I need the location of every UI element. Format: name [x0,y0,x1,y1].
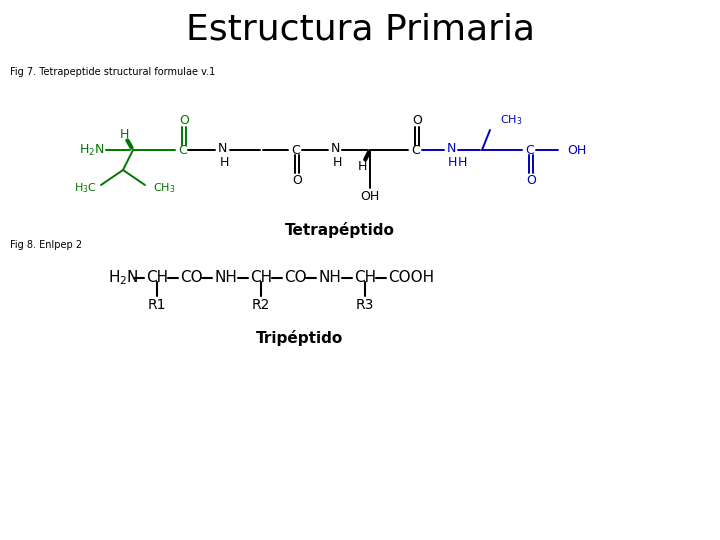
Text: N: N [218,141,228,154]
Text: H: H [333,156,342,168]
Text: H$_2$N: H$_2$N [79,143,105,158]
Text: NH: NH [214,271,237,286]
Text: C: C [525,144,534,157]
Text: NH: NH [318,271,341,286]
Text: C: C [411,144,420,157]
Text: CH: CH [354,271,376,286]
Text: H: H [120,127,129,140]
Text: N: N [447,141,456,154]
Text: OH: OH [361,190,379,202]
Text: CO: CO [180,271,202,286]
Text: Fig 8. Enlpep 2: Fig 8. Enlpep 2 [10,240,82,250]
Text: H: H [357,159,366,172]
Text: H$_2$N: H$_2$N [108,268,139,287]
Text: R2: R2 [252,298,270,312]
Text: O: O [179,113,189,126]
Text: CH: CH [146,271,168,286]
Text: H: H [220,156,229,168]
Text: O: O [526,173,536,186]
Text: Fig 7. Tetrapeptide structural formulae v.1: Fig 7. Tetrapeptide structural formulae … [10,67,215,77]
Text: CO: CO [284,271,307,286]
Text: H: H [448,157,457,170]
Text: Tetrapéptido: Tetrapéptido [285,222,395,238]
Text: O: O [292,173,302,186]
Text: N: N [331,141,341,154]
Text: Estructura Primaria: Estructura Primaria [186,13,534,47]
Text: O: O [412,113,422,126]
Text: H: H [458,157,467,170]
Text: R1: R1 [148,298,166,312]
Text: OH: OH [567,144,586,157]
Text: CH$_3$: CH$_3$ [153,181,176,195]
Text: C: C [291,144,300,157]
Text: R3: R3 [356,298,374,312]
Text: COOH: COOH [388,271,434,286]
Text: CH$_3$: CH$_3$ [500,113,523,127]
Text: C: C [178,144,186,157]
Text: H$_3$C: H$_3$C [74,181,97,195]
Text: Tripéptido: Tripéptido [256,330,343,346]
Text: CH: CH [250,271,272,286]
